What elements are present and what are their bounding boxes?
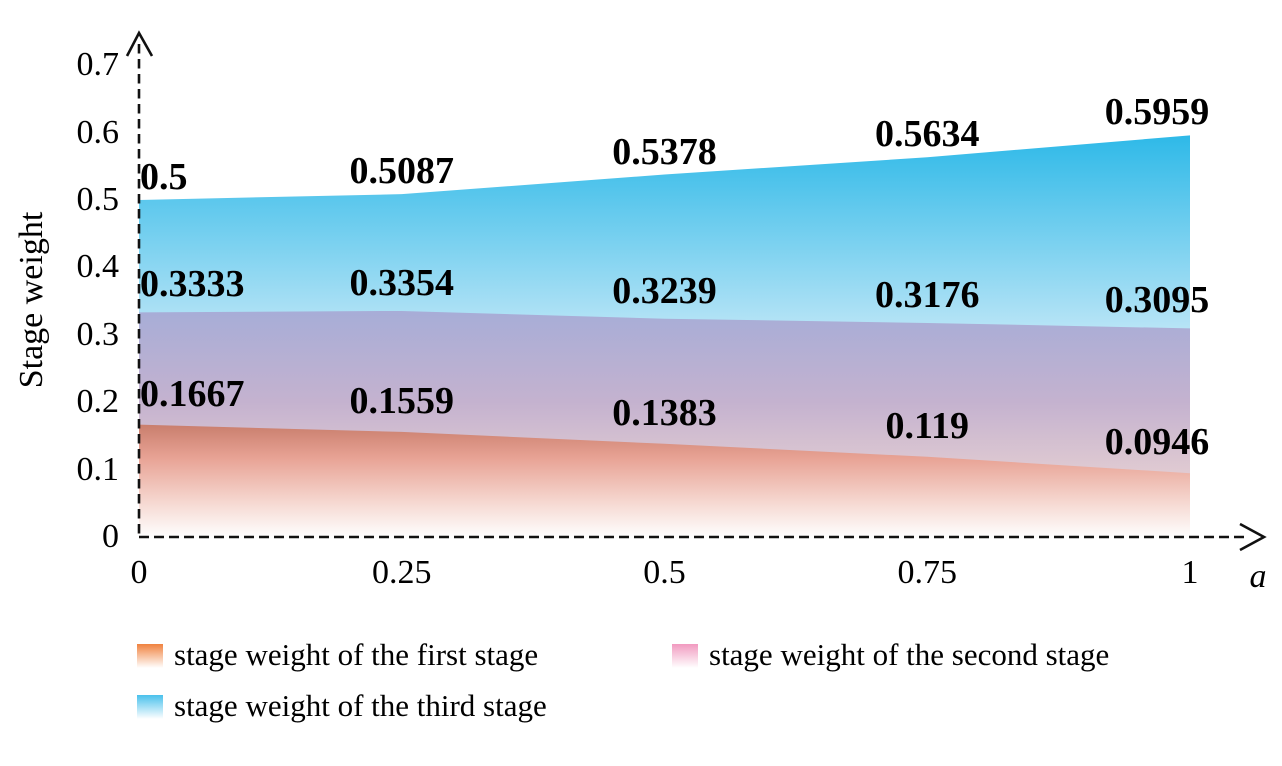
legend-label-second-stage: stage weight of the second stage — [709, 637, 1110, 672]
area-first-stage — [139, 424, 1190, 537]
legend-label-third-stage: stage weight of the third stage — [174, 688, 547, 723]
legend-item-first-stage: stage weight of the first stage — [137, 636, 538, 673]
y-axis-title: Stage weight — [13, 211, 50, 389]
legend-swatch-first-stage-icon — [137, 643, 163, 668]
legend-label-first-stage: stage weight of the first stage — [174, 637, 539, 672]
legend-swatch-second-stage-icon — [672, 643, 698, 668]
legend-swatch-third-stage-icon — [137, 694, 163, 719]
legend-item-second-stage: stage weight of the second stage — [672, 636, 1109, 673]
y-axis-arrow-icon — [125, 30, 154, 57]
legend-item-third-stage: stage weight of the third stage — [137, 687, 547, 724]
x-axis-arrow-icon — [1239, 522, 1267, 552]
x-axis-title: a — [1249, 558, 1267, 595]
